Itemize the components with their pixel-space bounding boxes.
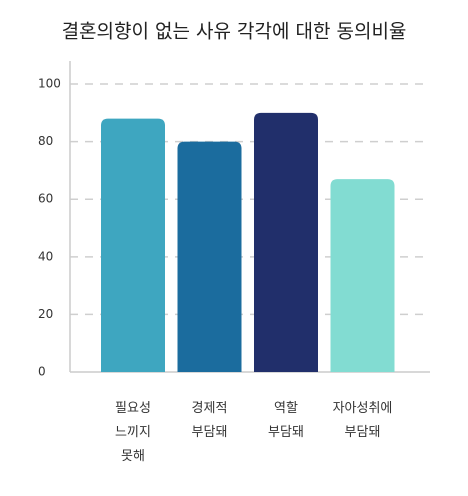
x-tick-label: 역할 부담돼 (268, 401, 304, 440)
y-tick-label: 20 (38, 307, 53, 321)
x-tick-label: 필요성 느끼지 못해 (115, 401, 151, 464)
y-tick-label: 60 (38, 192, 53, 206)
bar (177, 141, 242, 372)
y-tick-label: 40 (38, 249, 53, 263)
bar (330, 179, 395, 372)
bar (101, 118, 165, 372)
bar (254, 112, 318, 372)
y-tick-label: 0 (38, 365, 46, 379)
y-tick-label: 100 (38, 77, 61, 91)
x-tick-label: 자아성취에 부담돼 (333, 401, 393, 440)
x-tick-label: 경제적 부담돼 (192, 401, 228, 440)
y-tick-label: 80 (38, 134, 53, 148)
chart-title: 결혼의향이 없는 사유 각각에 대한 동의비율 (62, 21, 407, 43)
